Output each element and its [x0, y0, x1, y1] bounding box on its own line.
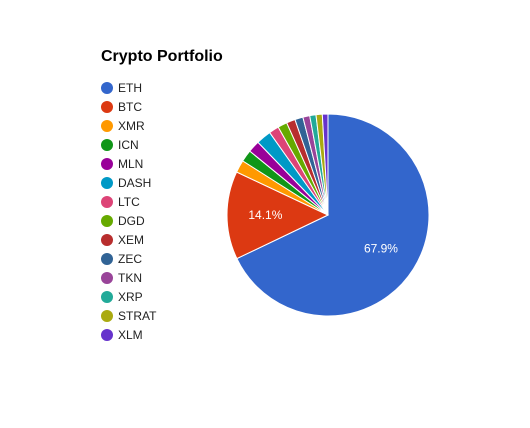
legend-swatch — [101, 139, 113, 151]
legend-label: XMR — [118, 119, 145, 133]
legend-item-zec: ZEC — [101, 252, 142, 266]
legend-label: MLN — [118, 157, 143, 171]
legend-item-strat: STRAT — [101, 309, 157, 323]
legend-item-xlm: XLM — [101, 328, 143, 342]
legend-label: TKN — [118, 271, 142, 285]
legend-item-xem: XEM — [101, 233, 144, 247]
legend-label: BTC — [118, 100, 142, 114]
legend-swatch — [101, 82, 113, 94]
legend-swatch — [101, 310, 113, 322]
legend-swatch — [101, 120, 113, 132]
pie-data-labels: 67.9% 14.1% — [248, 208, 398, 255]
legend: ETH BTC XMR ICN MLN DASH LTC DGD XEM ZEC TKN XRP STR… — [101, 81, 157, 342]
legend-item-mln: MLN — [101, 157, 143, 171]
legend-swatch — [101, 196, 113, 208]
legend-item-btc: BTC — [101, 100, 142, 114]
legend-item-xmr: XMR — [101, 119, 145, 133]
legend-label: XEM — [118, 233, 144, 247]
legend-swatch — [101, 234, 113, 246]
legend-label: STRAT — [118, 309, 157, 323]
legend-swatch — [101, 253, 113, 265]
legend-item-dash: DASH — [101, 176, 151, 190]
pie — [226, 113, 430, 317]
legend-label: ZEC — [118, 252, 142, 266]
legend-label: XLM — [118, 328, 143, 342]
legend-item-dgd: DGD — [101, 214, 145, 228]
legend-item-eth: ETH — [101, 81, 142, 95]
legend-swatch — [101, 215, 113, 227]
legend-swatch — [101, 272, 113, 284]
pie-slice-eth — [236, 113, 430, 317]
legend-label: ICN — [118, 138, 139, 152]
legend-swatch — [101, 158, 113, 170]
slice-data-label: 67.9% — [364, 241, 398, 255]
slice-data-label: 14.1% — [248, 208, 282, 222]
legend-swatch — [101, 291, 113, 303]
legend-swatch — [101, 101, 113, 113]
legend-label: ETH — [118, 81, 142, 95]
chart-title: Crypto Portfolio — [101, 48, 223, 65]
legend-item-xrp: XRP — [101, 290, 143, 304]
legend-item-icn: ICN — [101, 138, 139, 152]
legend-swatch — [101, 177, 113, 189]
legend-label: LTC — [118, 195, 140, 209]
legend-label: DGD — [118, 214, 145, 228]
legend-item-ltc: LTC — [101, 195, 140, 209]
legend-label: XRP — [118, 290, 143, 304]
legend-label: DASH — [118, 176, 151, 190]
pie-slice-xlm — [321, 113, 329, 216]
pie-slice-btc — [226, 171, 330, 260]
legend-item-tkn: TKN — [101, 271, 142, 285]
legend-swatch — [101, 329, 113, 341]
